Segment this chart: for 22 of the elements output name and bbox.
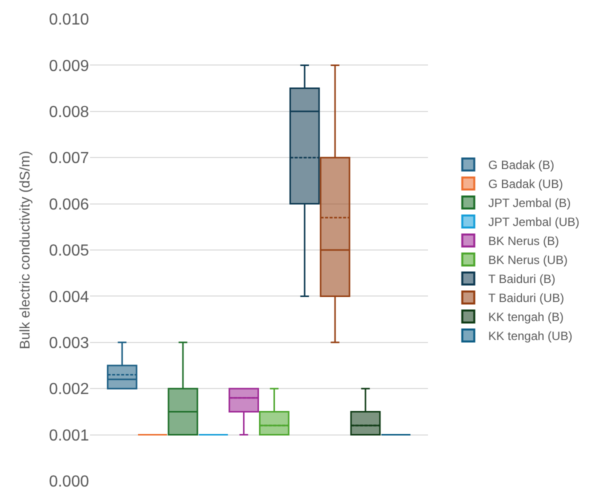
legend-label: JPT Jembal (B) bbox=[488, 196, 571, 210]
legend-label: G Badak (UB) bbox=[488, 177, 563, 192]
legend-label: JPT Jembal (UB) bbox=[488, 215, 580, 230]
legend-label: BK Nerus (B) bbox=[488, 234, 559, 248]
y-tick-label: 0.007 bbox=[48, 150, 90, 168]
legend-label: G Badak (B) bbox=[488, 158, 554, 172]
legend-label: T Baiduri (B) bbox=[488, 272, 556, 286]
y-tick-label: 0.001 bbox=[48, 427, 90, 444]
legend-label: KK tengah (UB) bbox=[488, 329, 572, 344]
legend-label: T Baiduri (UB) bbox=[488, 291, 564, 306]
y-tick-label: 0.003 bbox=[48, 335, 90, 352]
y-tick-label: 0.010 bbox=[48, 12, 90, 29]
y-tick-label: 0.004 bbox=[48, 288, 90, 306]
y-tick-label: 0.009 bbox=[48, 58, 90, 75]
y-axis-title: Bulk electric conductivity (dS/m) bbox=[16, 150, 33, 350]
legend-label: BK Nerus (UB) bbox=[488, 253, 568, 268]
y-tick-label: 0.008 bbox=[48, 104, 90, 121]
y-tick-label: 0.006 bbox=[48, 196, 90, 214]
y-tick-label: 0.005 bbox=[48, 242, 90, 260]
legend-label: KK tengah (B) bbox=[488, 310, 564, 324]
y-tick-label: 0.000 bbox=[48, 474, 90, 491]
y-tick-label: 0.002 bbox=[48, 381, 90, 398]
